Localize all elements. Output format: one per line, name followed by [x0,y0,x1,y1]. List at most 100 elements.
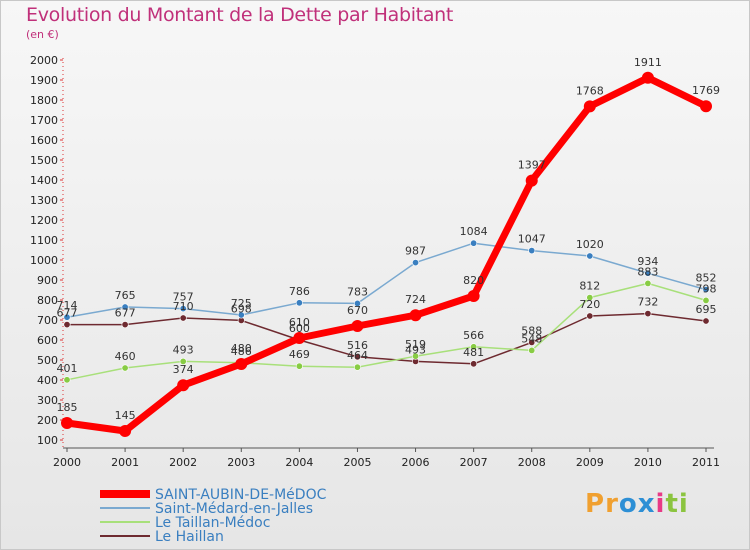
y-tick-label: 1500 [30,154,58,167]
data-label: 1397 [518,159,546,172]
data-point [702,317,710,325]
series-2 [63,279,710,384]
data-point [179,357,187,365]
x-tick-label: 2009 [576,456,604,469]
y-tick-label: 1300 [30,194,58,207]
data-label: 934 [637,255,658,268]
data-label: 720 [579,298,600,311]
data-label: 460 [115,350,136,363]
logo-letter: i [655,489,666,519]
data-point [237,311,245,319]
data-label: 732 [637,296,658,309]
data-label: 987 [405,245,426,258]
data-label: 820 [463,274,484,287]
data-label: 695 [696,303,717,316]
series-line [66,242,707,318]
data-point [644,269,652,277]
data-point [353,363,361,371]
data-label: 765 [115,289,136,302]
chart-subtitle: (en €) [26,28,59,41]
series-1 [63,239,710,321]
y-tick-label: 1400 [30,174,58,187]
legend-label: Le Haillan [155,529,224,545]
data-label: 401 [57,362,78,375]
data-label: 145 [115,409,136,422]
y-tick-label: 800 [37,294,58,307]
data-label: 1084 [460,225,488,238]
data-point [121,321,129,329]
data-point [353,353,361,361]
data-label: 812 [579,280,600,293]
logo-letter: i [678,489,689,519]
data-label: 725 [231,297,252,310]
data-label: 852 [696,272,717,285]
data-point [177,379,190,392]
data-label: 185 [57,401,78,414]
logo-letter: P [585,489,606,519]
x-tick-label: 2002 [169,456,197,469]
y-tick-label: 200 [37,414,58,427]
logo-letter: t [665,489,679,519]
data-point [467,290,480,302]
data-label: 493 [405,343,426,356]
x-tick-label: 2005 [343,456,371,469]
data-point [641,71,654,84]
data-label: 798 [696,282,717,295]
data-label: 493 [173,343,194,356]
data-label: 519 [405,338,426,351]
y-tick-label: 700 [37,314,58,327]
y-tick-label: 1000 [30,254,58,267]
data-point [293,332,306,344]
data-point [700,100,712,113]
data-point [412,352,420,360]
chart-title: Evolution du Montant de la Dette par Hab… [26,4,454,26]
data-label: 786 [289,285,310,298]
data-point [528,247,536,255]
y-tick-label: 1800 [30,94,58,107]
data-point [528,346,536,354]
logo-letter: r [605,489,619,519]
data-label: 600 [289,322,310,335]
proxiti-logo: Proxiti [585,489,689,519]
plot-area: 677 677 710 698 600 516 493 481 588 720 732 695 401 4… [57,56,720,437]
y-tick-label: 1700 [30,114,58,127]
data-point [583,100,596,113]
data-label: 757 [173,291,194,304]
y-tick-label: 1900 [30,74,58,87]
data-label: 724 [405,293,426,306]
y-tick-label: 600 [37,334,58,347]
data-label: 883 [637,265,658,278]
x-tick-label: 2004 [285,456,313,469]
x-tick-label: 2007 [460,456,488,469]
legend-label: SAINT-AUBIN-DE-MéDOC [155,487,327,503]
series-line [63,74,710,435]
data-point [179,314,187,322]
data-point [295,299,303,307]
data-label: 481 [463,346,484,359]
data-point [351,320,364,332]
data-point [470,239,478,247]
data-point [63,376,71,384]
data-point [470,360,478,368]
data-point [179,305,187,313]
x-tick-label: 2008 [518,456,546,469]
data-label: 1769 [692,84,720,97]
data-label: 610 [289,316,310,329]
series-line [66,312,707,365]
data-point [586,312,594,320]
data-point [702,296,710,304]
chart-legend: SAINT-AUBIN-DE-MéDOCSaint-Médard-en-Jall… [100,487,327,545]
data-label: 374 [173,363,194,376]
logo-letter: x [637,489,656,519]
x-tick-label: 2011 [692,456,720,469]
data-point [121,303,129,311]
data-label: 1020 [576,238,604,251]
data-label: 1047 [518,233,546,246]
data-label: 783 [347,285,368,298]
y-tick-label: 900 [37,274,58,287]
legend-label: Saint-Médard-en-Jalles [155,501,313,517]
y-tick-label: 1100 [30,234,58,247]
data-label: 677 [57,307,78,320]
data-point [586,252,594,260]
data-point [644,279,652,287]
